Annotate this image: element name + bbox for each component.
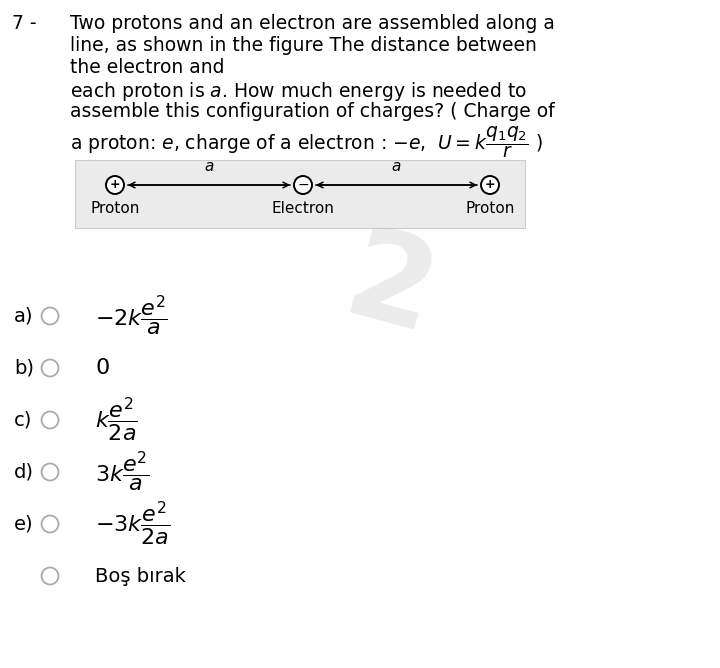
Circle shape bbox=[294, 176, 312, 194]
Text: $-2k\dfrac{e^2}{a}$: $-2k\dfrac{e^2}{a}$ bbox=[95, 294, 168, 338]
FancyBboxPatch shape bbox=[75, 160, 525, 228]
Text: Boş bırak: Boş bırak bbox=[95, 566, 186, 585]
Circle shape bbox=[42, 568, 58, 584]
Text: +: + bbox=[485, 178, 495, 192]
Text: $a$: $a$ bbox=[204, 159, 214, 174]
Circle shape bbox=[481, 176, 499, 194]
Text: Electron: Electron bbox=[271, 201, 334, 216]
Text: $0$: $0$ bbox=[95, 358, 109, 378]
Text: each proton is $a$. How much energy is needed to: each proton is $a$. How much energy is n… bbox=[70, 80, 527, 103]
Text: e): e) bbox=[14, 514, 34, 534]
Text: $k\dfrac{e^2}{2a}$: $k\dfrac{e^2}{2a}$ bbox=[95, 396, 138, 444]
Text: $3k\dfrac{e^2}{a}$: $3k\dfrac{e^2}{a}$ bbox=[95, 450, 149, 494]
Text: Proton: Proton bbox=[90, 201, 140, 216]
Text: Proton: Proton bbox=[465, 201, 515, 216]
Text: 7 -: 7 - bbox=[12, 14, 37, 33]
Text: c): c) bbox=[14, 411, 32, 430]
Circle shape bbox=[42, 464, 58, 480]
Text: a proton: $e$, charge of a electron : $-e$,  $U = k\dfrac{q_1 q_2}{r}$ ): a proton: $e$, charge of a electron : $-… bbox=[70, 124, 543, 160]
Circle shape bbox=[106, 176, 124, 194]
Text: assemble this configuration of charges? ( Charge of: assemble this configuration of charges? … bbox=[70, 102, 554, 121]
Circle shape bbox=[42, 516, 58, 532]
Text: Two protons and an electron are assembled along a: Two protons and an electron are assemble… bbox=[70, 14, 555, 33]
Text: +: + bbox=[109, 178, 120, 192]
Circle shape bbox=[42, 307, 58, 325]
Text: $-3k\dfrac{e^2}{2a}$: $-3k\dfrac{e^2}{2a}$ bbox=[95, 500, 171, 548]
Circle shape bbox=[42, 411, 58, 428]
Text: $a$: $a$ bbox=[392, 159, 402, 174]
Text: b): b) bbox=[14, 359, 34, 377]
Text: the electron and: the electron and bbox=[70, 58, 225, 77]
Text: line, as shown in the figure The distance between: line, as shown in the figure The distanc… bbox=[70, 36, 537, 55]
Text: a): a) bbox=[14, 307, 34, 325]
Text: 2: 2 bbox=[333, 220, 448, 359]
Text: d): d) bbox=[14, 462, 34, 482]
Circle shape bbox=[42, 359, 58, 377]
Text: −: − bbox=[297, 178, 309, 192]
